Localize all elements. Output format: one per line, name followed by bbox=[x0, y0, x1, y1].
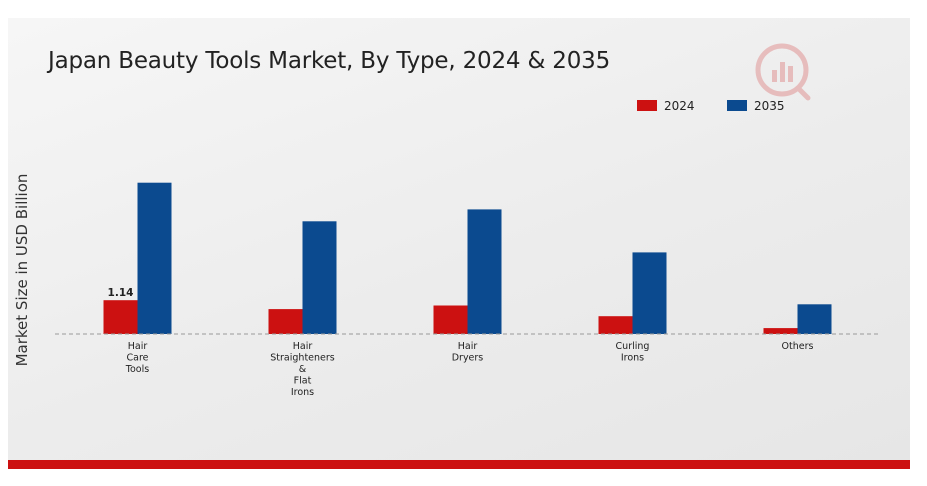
x-tick-label-4: Others bbox=[782, 341, 814, 352]
bar-2024-0 bbox=[103, 300, 138, 334]
legend-swatch-2035 bbox=[727, 100, 747, 111]
legend-swatch-2024 bbox=[637, 100, 657, 111]
bar-2035-0 bbox=[137, 182, 172, 334]
chart-title: Japan Beauty Tools Market, By Type, 2024… bbox=[48, 48, 611, 74]
x-tick-label-3: Curling Irons bbox=[616, 341, 650, 364]
x-tick-labels: Hair Care Tools Hair Straighteners & Flat Irons… bbox=[125, 341, 814, 398]
bottom-accent-bar bbox=[8, 460, 910, 469]
bar-2024-1 bbox=[268, 309, 303, 334]
bar-2035-3 bbox=[632, 252, 667, 334]
data-labels: 1.14 bbox=[108, 287, 134, 299]
legend-label-2035: 2035 bbox=[754, 99, 785, 113]
bar-2024-2 bbox=[433, 305, 468, 334]
bars-group bbox=[103, 182, 832, 334]
bar-2024-3 bbox=[598, 316, 633, 334]
x-tick-label-2: Hair Dryers bbox=[452, 341, 484, 364]
x-tick-label-1: Hair Straighteners & Flat Irons bbox=[270, 341, 335, 398]
logo-watermark-icon bbox=[755, 43, 811, 101]
legend: 2024 2035 bbox=[637, 99, 785, 113]
bar-2035-4 bbox=[797, 304, 832, 334]
bar-2035-1 bbox=[302, 221, 337, 334]
bar-2035-2 bbox=[467, 209, 502, 334]
data-label-0: 1.14 bbox=[108, 287, 134, 299]
x-tick-label-0: Hair Care Tools bbox=[125, 341, 149, 375]
bar-2024-4 bbox=[763, 328, 798, 334]
legend-label-2024: 2024 bbox=[664, 99, 695, 113]
